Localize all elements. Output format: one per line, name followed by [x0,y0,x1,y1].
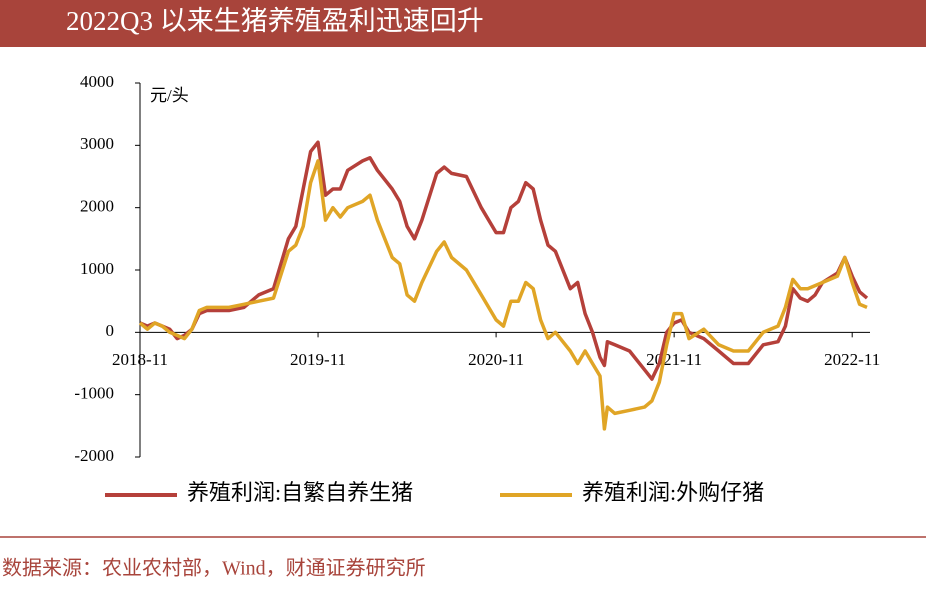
y-tick-label: 2000 [80,197,114,216]
y-tick-label: 3000 [80,134,114,153]
x-tick-label: 2022-11 [824,350,880,369]
x-tick-label: 2019-11 [290,350,346,369]
y-tick-label: 4000 [80,72,114,91]
x-tick-label: 2021-11 [646,350,702,369]
source: 数据来源：农业农村部，Wind，财通证券研究所 [2,557,426,580]
legend-label: 养殖利润:自繁自养生猪 [187,480,413,505]
series-line [138,159,868,431]
y-tick-label: -2000 [74,446,114,465]
series-line [139,140,869,381]
title-band [0,0,926,47]
y-tick-label: 0 [106,321,115,340]
y-tick-label: 1000 [80,259,114,278]
chart-title: 2022Q3 以来生猪养殖盈利迅速回升 [66,6,484,36]
x-tick-label: 2018-11 [112,350,168,369]
y-tick-label: -1000 [74,384,114,403]
legend-label: 养殖利润:外购仔猪 [582,480,764,505]
x-tick-label: 2020-11 [468,350,524,369]
y-unit: 元/头 [150,86,189,105]
